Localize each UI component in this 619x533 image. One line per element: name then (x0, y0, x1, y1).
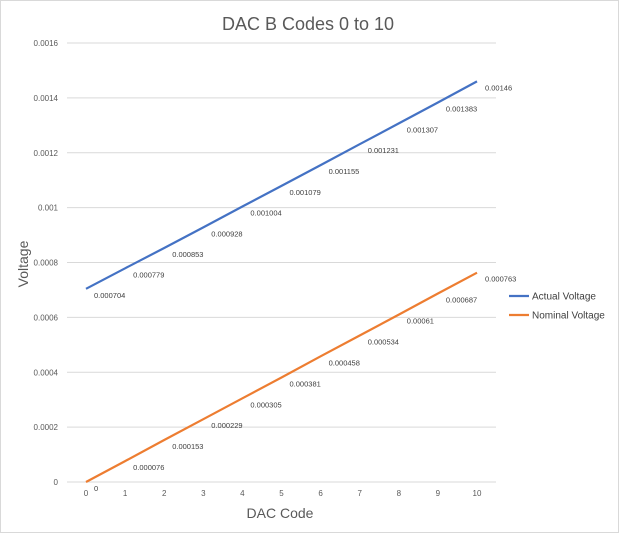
data-label: 0.000704 (94, 291, 125, 300)
legend: Actual Voltage Nominal Voltage (509, 292, 605, 322)
data-label: 0.001307 (407, 125, 438, 134)
y-axis-ticks: 0 0.0002 0.0004 0.0006 0.0008 0.001 0.0012 0.00… (34, 39, 59, 487)
x-tick-label: 9 (436, 489, 441, 498)
x-axis-label: DAC Code (247, 505, 314, 521)
data-label: 0.000381 (290, 379, 321, 388)
y-tick-label: 0.0016 (34, 39, 59, 48)
data-label: 0.000458 (329, 358, 360, 367)
x-tick-label: 1 (123, 489, 128, 498)
x-tick-label: 10 (473, 489, 482, 498)
x-tick-label: 6 (318, 489, 323, 498)
y-tick-label: 0.001 (38, 204, 59, 213)
y-tick-label: 0.0008 (34, 259, 59, 268)
data-label: 0.000534 (368, 337, 399, 346)
data-label: 0.001004 (250, 209, 281, 218)
y-tick-label: 0.0012 (34, 149, 59, 158)
x-tick-label: 0 (84, 489, 89, 498)
gridlines (67, 42, 496, 483)
series-group (85, 80, 478, 483)
x-tick-label: 2 (162, 489, 167, 498)
data-label: 0.00146 (485, 83, 512, 92)
x-axis-ticks: 0 1 2 3 4 5 6 7 8 9 10 (84, 489, 482, 498)
data-label: 0.000687 (446, 296, 477, 305)
x-tick-label: 7 (357, 489, 362, 498)
data-label: 0.000153 (172, 442, 203, 451)
data-label: 0.000928 (211, 229, 242, 238)
y-tick-label: 0 (54, 478, 59, 487)
y-tick-label: 0.0006 (34, 313, 59, 322)
series-line (85, 271, 478, 483)
data-label: 0.000076 (133, 463, 164, 472)
series-line (85, 80, 478, 290)
y-tick-label: 0.0002 (34, 423, 59, 432)
legend-label: Actual Voltage (532, 292, 596, 303)
data-label: 0.001231 (368, 146, 399, 155)
x-tick-label: 4 (240, 489, 245, 498)
x-tick-label: 3 (201, 489, 206, 498)
data-label: 0.000779 (133, 270, 164, 279)
data-label: 0.00061 (407, 317, 434, 326)
data-label: 0.000763 (485, 275, 516, 284)
data-label: 0.001383 (446, 105, 477, 114)
chart-title: DAC B Codes 0 to 10 (222, 14, 394, 34)
x-tick-label: 5 (279, 489, 284, 498)
data-label: 0.000853 (172, 250, 203, 259)
data-label: 0.000229 (211, 421, 242, 430)
x-tick-label: 8 (397, 489, 402, 498)
data-labels: 0.000704 0.000779 0.000853 0.000928 0.001004… (94, 83, 516, 493)
data-label: 0.001079 (290, 188, 321, 197)
data-label: 0.001155 (329, 167, 360, 176)
data-label: 0 (94, 484, 98, 493)
y-axis-label: Voltage (15, 240, 31, 287)
legend-label: Nominal Voltage (532, 311, 605, 322)
y-tick-label: 0.0004 (34, 368, 59, 377)
data-label: 0.000305 (250, 400, 281, 409)
y-tick-label: 0.0014 (34, 94, 59, 103)
